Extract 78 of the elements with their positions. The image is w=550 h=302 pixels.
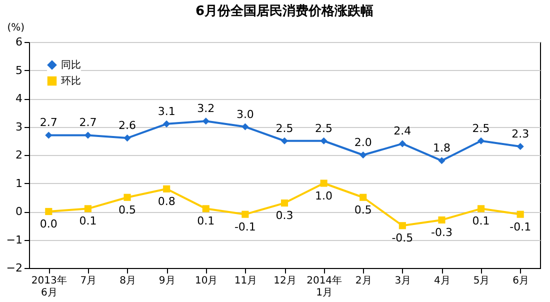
point — [280, 199, 288, 207]
legend-label: 同比 — [61, 59, 81, 71]
data-label: 2.3 — [512, 128, 530, 141]
y-tick-label: 2 — [16, 148, 22, 162]
point — [398, 222, 406, 230]
point — [360, 194, 367, 201]
point — [398, 140, 406, 148]
point — [163, 185, 170, 192]
data-label: 3.1 — [158, 104, 176, 118]
data-label: 0.3 — [276, 209, 294, 222]
data-label: 1.8 — [432, 142, 450, 155]
x-tick-label: 10月 — [195, 276, 218, 286]
x-tick-label: 6月 — [512, 276, 530, 286]
data-label: 0.5 — [354, 203, 372, 216]
point — [280, 137, 288, 144]
data-label: 2.5 — [276, 122, 294, 135]
chart-title: 6月份全国居民消费价格涨跌幅 — [195, 4, 374, 19]
y-tick-label: 5 — [16, 64, 22, 77]
data-label: 2.6 — [118, 119, 136, 132]
x-tick-label: 12月 — [274, 276, 296, 286]
y-tick-label: −1 — [6, 233, 22, 246]
data-label: -0.1 — [510, 220, 532, 234]
data-label: 2.7 — [40, 116, 58, 130]
point — [202, 118, 210, 125]
y-tick-label: 0 — [16, 205, 22, 218]
y-tick-label: 4 — [16, 92, 22, 105]
point — [242, 123, 249, 130]
data-label: 2.5 — [315, 122, 333, 135]
x-tick-label: 3月 — [394, 276, 412, 286]
x-tick-label: 11月 — [234, 276, 258, 286]
x-tick-label: 7月 — [80, 276, 97, 286]
data-label: 3.0 — [236, 108, 254, 121]
data-label: 0.1 — [79, 214, 97, 228]
data-label: 0.1 — [197, 214, 215, 228]
point — [438, 157, 446, 164]
point — [516, 142, 524, 150]
data-label: 0.1 — [472, 214, 490, 228]
y-tick-label: −2 — [6, 262, 22, 274]
y-axis-title: (%) — [7, 22, 25, 34]
point — [124, 134, 131, 142]
point — [84, 205, 92, 212]
data-label: 0.8 — [158, 194, 176, 208]
data-label: 1.0 — [315, 189, 333, 202]
data-label: 0.0 — [40, 218, 58, 230]
x-tick-label: 9月 — [158, 276, 176, 286]
data-label: 2.7 — [79, 116, 97, 130]
x-tick-label: 2013年 6月 — [31, 274, 67, 298]
data-label: 3.2 — [197, 102, 215, 116]
data-label: -0.1 — [234, 220, 256, 234]
point — [478, 205, 485, 212]
data-label: 2.5 — [472, 122, 490, 135]
y-tick-label: 1 — [16, 176, 22, 190]
point — [478, 137, 485, 144]
data-label: 2.4 — [394, 124, 412, 138]
point — [124, 194, 131, 201]
y-tick-label: 3 — [16, 120, 22, 134]
x-tick-label: 4月 — [434, 276, 450, 286]
y-tick-label: 6 — [16, 36, 22, 48]
point — [516, 210, 524, 218]
point — [320, 180, 328, 187]
x-tick-label: 5月 — [473, 276, 490, 286]
point — [320, 137, 328, 144]
point — [360, 151, 367, 159]
point — [202, 205, 210, 212]
data-label: 2.0 — [354, 136, 372, 149]
data-label: 0.5 — [118, 203, 136, 216]
x-tick-label: 8月 — [120, 276, 136, 286]
point — [438, 216, 446, 224]
point — [45, 208, 52, 216]
data-label: -0.3 — [430, 226, 452, 239]
x-tick-label: 2月 — [355, 276, 372, 286]
point — [84, 132, 92, 139]
point — [45, 132, 52, 139]
data-label: -0.5 — [392, 232, 414, 245]
legend-label: 环比 — [61, 75, 81, 87]
x-tick-label: 2014年 1月 — [306, 274, 342, 298]
point — [163, 120, 170, 128]
point — [242, 210, 249, 218]
